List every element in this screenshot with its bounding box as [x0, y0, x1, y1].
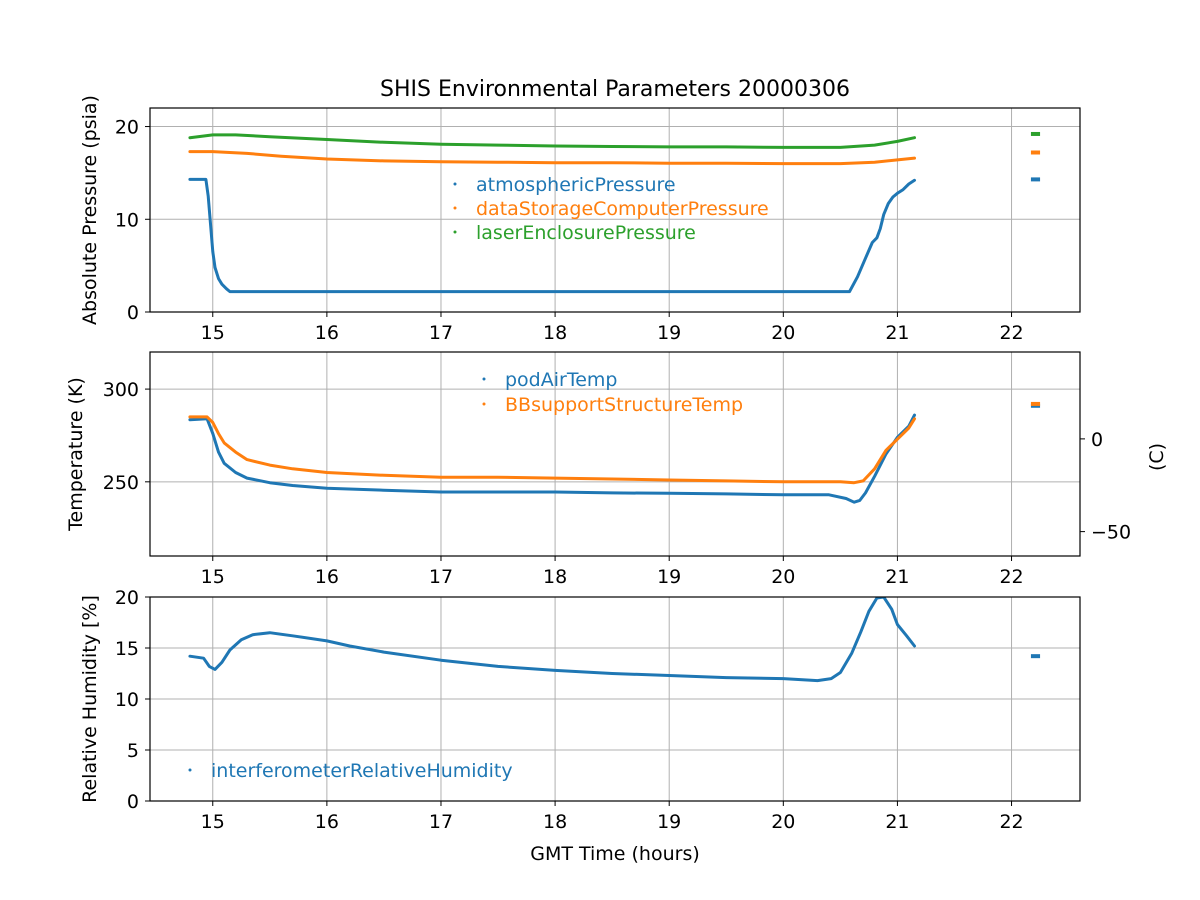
pressure-y-axis-label: Absolute Pressure (psia) [79, 95, 101, 325]
legend-label-podAirTemp: podAirTemp [505, 369, 617, 391]
humidity-plot-area [188, 597, 1041, 683]
temperature-right-ytick-label: −50 [1091, 522, 1131, 544]
legend-marker-laserEnclosurePressure [453, 230, 457, 234]
pressure-xtick-label: 22 [999, 322, 1023, 344]
humidity-xtick-label: 16 [315, 811, 339, 833]
series-dataStorageComputerPressure [188, 150, 916, 166]
temperature-xtick-label: 16 [315, 566, 339, 588]
pressure-xtick-label: 19 [657, 322, 681, 344]
temperature-xtick-label: 17 [429, 566, 453, 588]
legend-label-atmosphericPressure: atmosphericPressure [476, 174, 676, 196]
pressure-plot-area [188, 131, 1041, 294]
series-podAirTemp [188, 413, 916, 504]
humidity-xtick-label: 21 [885, 811, 909, 833]
pressure-xtick-label: 17 [429, 322, 453, 344]
legend-marker-dataStorageComputerPressure [453, 206, 457, 210]
temperature-xtick-label: 15 [201, 566, 225, 588]
humidity-ytick-label: 0 [127, 791, 139, 813]
pressure-xtick-label: 20 [771, 322, 795, 344]
humidity-legend: interferometerRelativeHumidity [188, 760, 513, 782]
humidity-ytick-label: 20 [115, 587, 139, 609]
humidity-ytick-label: 15 [115, 638, 139, 660]
humidity-xtick-label: 19 [657, 811, 681, 833]
chart-title: SHIS Environmental Parameters 20000306 [380, 77, 850, 102]
temperature-ytick-label: 300 [103, 379, 139, 401]
pressure-ytick-label: 10 [115, 209, 139, 231]
temperature-xtick-label: 22 [999, 566, 1023, 588]
series-laserEnclosurePressure [188, 133, 916, 149]
humidity-y-axis-label: Relative Humidity [%] [79, 595, 101, 803]
temperature-axes: 15 16 17 18 19 20 21 22 250 300 0 −50 [103, 351, 1131, 588]
pressure-ytick-label: 20 [115, 117, 139, 139]
temperature-plot-area [188, 401, 1041, 504]
pressure-legend: atmosphericPressure dataStorageComputerP… [453, 174, 769, 244]
series-BBsupportStructureTemp [188, 415, 916, 485]
temperature-axes-frame [149, 351, 1081, 557]
temperature-legend: podAirTemp BBsupportStructureTemp [482, 369, 743, 416]
temperature-xtick-label: 20 [771, 566, 795, 588]
temperature-xtick-label: 18 [543, 566, 567, 588]
temperature-gridlines [150, 352, 1080, 556]
legend-marker-BBsupportStructureTemp [482, 402, 486, 406]
pressure-xtick-label: 15 [201, 322, 225, 344]
legend-label-BBsupportStructureTemp: BBsupportStructureTemp [505, 394, 743, 416]
temperature-ytick-label: 250 [103, 472, 139, 494]
humidity-xtick-label: 17 [429, 811, 453, 833]
legend-marker-atmosphericPressure [453, 182, 457, 186]
humidity-xtick-label: 18 [543, 811, 567, 833]
humidity-ytick-label: 5 [127, 740, 139, 762]
temperature-right-y-axis-label: (C) [1146, 443, 1168, 471]
pressure-xtick-label: 18 [543, 322, 567, 344]
humidity-xtick-label: 22 [999, 811, 1023, 833]
temperature-right-ytick-label: 0 [1091, 429, 1103, 451]
pressure-ytick-label: 0 [127, 302, 139, 324]
humidity-xtick-label: 15 [201, 811, 225, 833]
legend-label-interferometerRelativeHumidity: interferometerRelativeHumidity [211, 760, 513, 782]
temperature-y-axis-label: Temperature (K) [65, 377, 87, 532]
legend-label-dataStorageComputerPressure: dataStorageComputerPressure [476, 198, 769, 220]
series-atmosphericPressure [188, 177, 916, 294]
temperature-xtick-label: 21 [885, 566, 909, 588]
legend-marker-interferometerRelativeHumidity [188, 768, 192, 772]
x-axis-label: GMT Time (hours) [530, 843, 700, 865]
legend-label-laserEnclosurePressure: laserEnclosurePressure [476, 222, 696, 244]
legend-marker-podAirTemp [482, 377, 486, 381]
pressure-axes: 15 16 17 18 19 20 21 22 0 10 20 [115, 107, 1081, 344]
pressure-xtick-label: 21 [885, 322, 909, 344]
pressure-xtick-label: 16 [315, 322, 339, 344]
pressure-axes-frame [149, 107, 1081, 313]
humidity-axes: 15 16 17 18 19 20 21 22 0 5 10 15 20 [115, 587, 1081, 833]
series-interferometerRelativeHumidity [188, 597, 916, 683]
humidity-ytick-label: 10 [115, 689, 139, 711]
temperature-xtick-label: 19 [657, 566, 681, 588]
humidity-xtick-label: 20 [771, 811, 795, 833]
